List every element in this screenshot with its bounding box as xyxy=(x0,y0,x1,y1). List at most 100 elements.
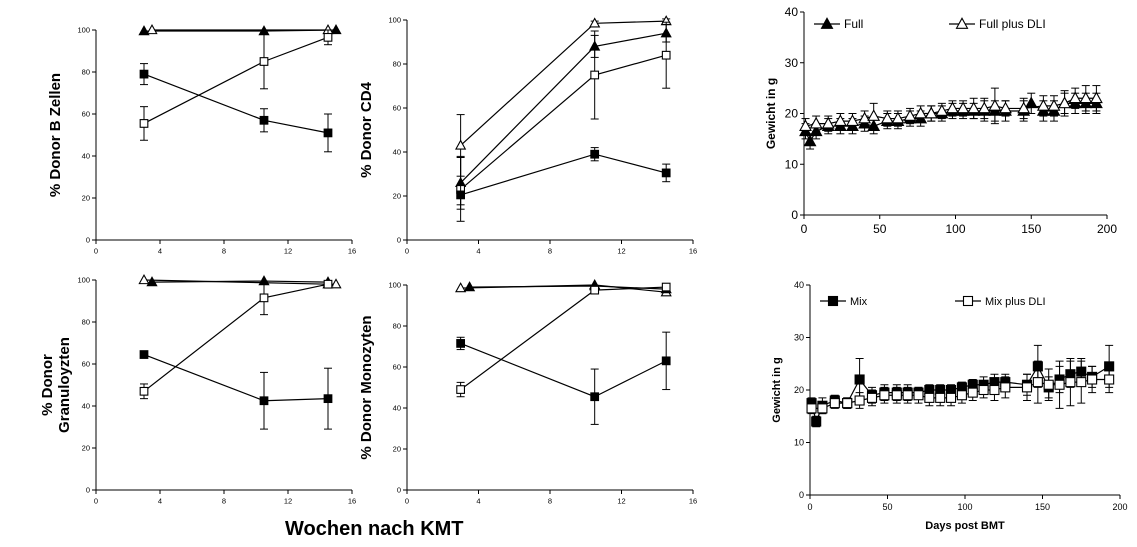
data-point xyxy=(323,32,333,42)
chart-gewicht-full: 0 50 100 150 200 0 10 20 30 40 Gewicht in g Full Ful… xyxy=(764,5,1117,236)
y-tick-label: 20 xyxy=(82,194,90,203)
y-tick-label: 20 xyxy=(82,444,90,453)
data-point xyxy=(455,139,467,150)
series-line xyxy=(460,54,667,190)
data-point xyxy=(913,390,924,401)
x-tick-label: 0 xyxy=(405,247,409,256)
y-tick-label: 10 xyxy=(794,438,804,448)
legend-marker xyxy=(827,295,839,307)
series-2 xyxy=(456,282,671,398)
data-point xyxy=(1058,96,1072,109)
x-tick-label: 50 xyxy=(873,222,887,236)
y-tick-label: 40 xyxy=(393,148,401,157)
x-tick-label: 12 xyxy=(284,497,292,506)
data-point xyxy=(999,101,1012,114)
data-point xyxy=(1017,101,1031,114)
chart-monozyten: 0 4 8 12 16 0 20 40 60 80 100 % Donor Monozyten xyxy=(358,279,697,506)
x-tick-label: 8 xyxy=(548,247,552,256)
x-tick-label: 0 xyxy=(807,502,812,512)
data-point xyxy=(1054,379,1065,390)
x-tick-label: 8 xyxy=(222,247,226,256)
y-tick-label: 80 xyxy=(393,60,401,69)
data-point xyxy=(799,119,812,132)
y-tick-label: 0 xyxy=(86,236,90,245)
data-point xyxy=(880,111,894,124)
series-1 xyxy=(463,280,672,294)
data-point xyxy=(1065,377,1076,388)
x-tick-label: 200 xyxy=(1112,502,1127,512)
y-tick-label: 40 xyxy=(794,280,804,290)
x-tick-label: 16 xyxy=(689,247,697,256)
data-point xyxy=(1047,99,1061,111)
data-point xyxy=(803,134,817,147)
data-point xyxy=(829,398,840,409)
data-point xyxy=(463,281,476,292)
y-axis-label: Granuloyzten xyxy=(56,337,73,433)
data-point xyxy=(1089,91,1103,104)
y-tick-label: 80 xyxy=(82,318,90,327)
data-point xyxy=(858,111,872,124)
data-point xyxy=(833,114,847,126)
series-3 xyxy=(139,350,333,430)
y-tick-label: 30 xyxy=(785,56,799,70)
x-tick-label: 200 xyxy=(1097,222,1117,236)
data-point xyxy=(590,285,600,295)
data-point xyxy=(661,356,671,366)
data-point xyxy=(323,394,333,404)
data-point xyxy=(139,119,149,128)
legend-label: Full plus DLI xyxy=(979,17,1046,31)
data-point xyxy=(138,274,150,285)
y-tick-label: 60 xyxy=(393,104,401,113)
series-1 xyxy=(146,24,334,35)
data-point xyxy=(590,149,600,159)
data-point xyxy=(330,278,342,289)
data-point xyxy=(1076,377,1087,388)
data-point xyxy=(1043,379,1054,390)
data-point xyxy=(1079,91,1093,104)
y-tick-label: 30 xyxy=(794,333,804,343)
x-tick-label: 4 xyxy=(476,247,480,256)
data-point xyxy=(138,25,150,36)
data-point xyxy=(842,398,853,409)
x-tick-label: 100 xyxy=(945,222,965,236)
shared-x-axis-label: Wochen nach KMT xyxy=(285,518,464,540)
series-0 xyxy=(455,15,672,177)
data-point xyxy=(956,101,970,114)
series-line xyxy=(143,283,329,392)
data-point xyxy=(879,390,890,401)
series-3 xyxy=(456,331,671,425)
data-point xyxy=(817,403,828,414)
y-tick-label: 80 xyxy=(82,68,90,77)
data-point xyxy=(891,390,902,401)
y-tick-label: 60 xyxy=(82,110,90,119)
x-tick-label: 16 xyxy=(348,497,356,506)
y-tick-label: 0 xyxy=(86,486,90,495)
legend-marker xyxy=(820,17,834,29)
data-point xyxy=(891,111,905,124)
data-point xyxy=(146,276,158,287)
data-point xyxy=(590,70,600,80)
data-point xyxy=(455,282,467,293)
x-tick-label: 16 xyxy=(689,497,697,506)
legend-label: Mix xyxy=(850,296,868,308)
legend-entry: Full xyxy=(814,17,863,31)
data-point xyxy=(978,384,989,396)
series-full-plus-dli xyxy=(799,85,1103,135)
y-tick-label: 0 xyxy=(397,486,401,495)
y-tick-label: 60 xyxy=(82,360,90,369)
series-line xyxy=(460,32,667,184)
data-point xyxy=(139,69,149,79)
data-point xyxy=(323,128,333,138)
data-point xyxy=(139,386,149,396)
x-tick-label: 4 xyxy=(158,497,162,506)
x-tick-label: 150 xyxy=(1035,502,1050,512)
data-point xyxy=(456,385,465,394)
data-point xyxy=(456,339,465,348)
data-point xyxy=(846,114,859,126)
x-tick-label: 8 xyxy=(548,497,552,506)
data-point xyxy=(1087,374,1098,385)
data-point xyxy=(330,24,342,35)
y-axis-label: % Donor CD4 xyxy=(358,81,375,177)
data-point xyxy=(935,104,949,116)
data-point xyxy=(806,403,817,414)
